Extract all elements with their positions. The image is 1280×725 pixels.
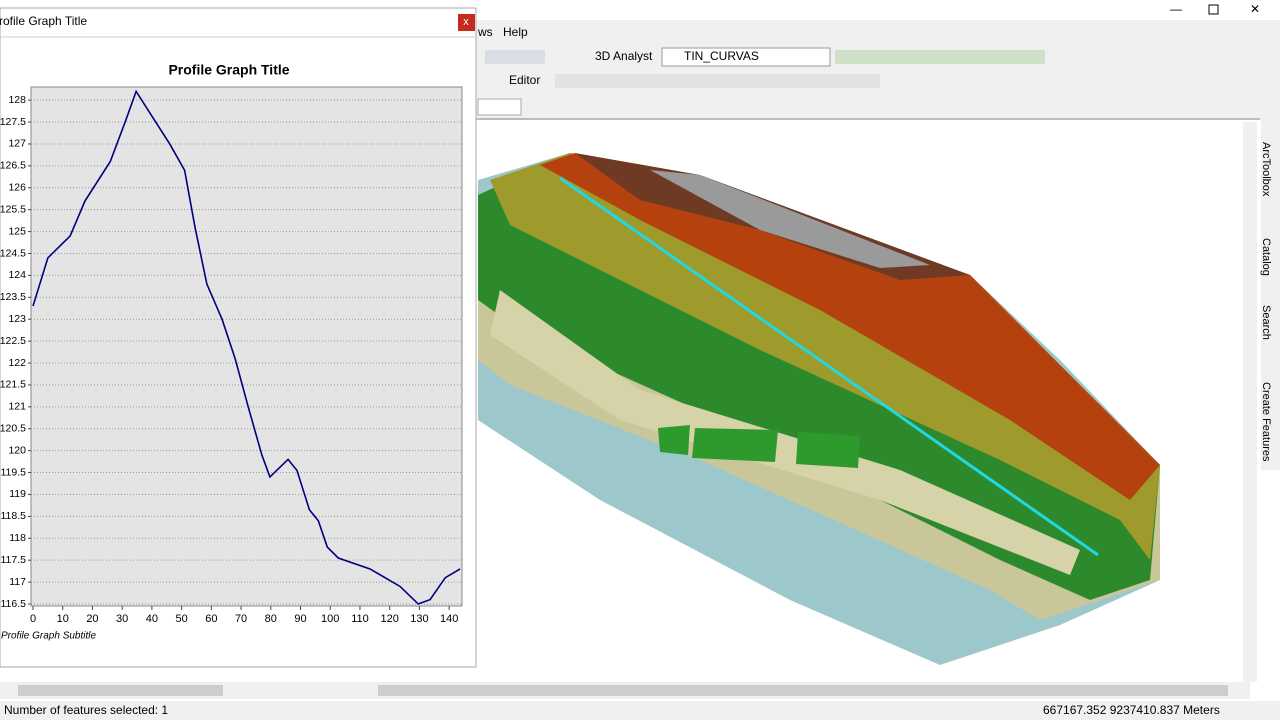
y-tick-label: 124.5 bbox=[0, 247, 26, 259]
y-tick-label: 118.5 bbox=[1, 510, 27, 522]
scroll-thumb[interactable] bbox=[378, 685, 1228, 696]
terrain-band bbox=[490, 153, 1160, 560]
side-tabs bbox=[1261, 120, 1280, 470]
y-tick-label: 121.5 bbox=[0, 379, 26, 391]
map-view bbox=[478, 153, 1160, 665]
scroll-thumb[interactable] bbox=[18, 685, 223, 696]
layer-name: TIN_CURVAS bbox=[684, 49, 759, 63]
side-tab[interactable]: Create Features bbox=[1260, 382, 1272, 462]
y-tick-label: 125 bbox=[8, 225, 26, 237]
close-button[interactable] bbox=[458, 14, 475, 31]
x-tick-label: 50 bbox=[175, 613, 187, 625]
input-box[interactable] bbox=[477, 98, 522, 116]
x-tick-label: 20 bbox=[86, 613, 98, 625]
x-tick-label: 30 bbox=[116, 613, 128, 625]
y-tick-label: 123.5 bbox=[0, 291, 26, 303]
y-tick-label: 118 bbox=[9, 532, 26, 544]
y-tick-label: 119 bbox=[9, 488, 26, 500]
minimize[interactable]: — bbox=[1170, 2, 1182, 16]
close-app[interactable]: ✕ bbox=[1250, 2, 1260, 16]
toolbar-area bbox=[476, 20, 1280, 120]
y-tick-label: 122.5 bbox=[0, 335, 26, 347]
x-tick-label: 90 bbox=[294, 613, 306, 625]
toolbar-button[interactable]: 3D Analyst bbox=[595, 49, 653, 63]
y-tick-label: 126 bbox=[8, 182, 26, 194]
y-tick-label: 117.5 bbox=[1, 554, 27, 566]
y-tick-label: 117 bbox=[9, 576, 26, 588]
y-tick-label: 127 bbox=[8, 138, 26, 150]
status-bar bbox=[0, 701, 1280, 720]
toolbar-icons[interactable] bbox=[485, 50, 545, 64]
y-tick-label: 120.5 bbox=[0, 423, 26, 435]
terrain-block bbox=[658, 425, 690, 455]
y-tick-label: 124 bbox=[8, 269, 26, 281]
side-tab[interactable]: Search bbox=[1260, 305, 1272, 340]
chart-subtitle: Profile Graph Subtitle bbox=[1, 631, 96, 642]
menu-item[interactable]: Help bbox=[503, 25, 528, 39]
chart: 116.5 117 117.5 118 118.5 119 119.5 120 120.5 121… bbox=[0, 89, 462, 625]
x-tick-label: 120 bbox=[381, 613, 399, 625]
profile-line bbox=[32, 89, 461, 605]
y-tick-label: 120 bbox=[8, 444, 26, 456]
y-tick-label: 122 bbox=[8, 357, 26, 369]
y-tick-label: 119.5 bbox=[1, 466, 27, 478]
x-tick-label: 0 bbox=[30, 613, 36, 625]
side-tab[interactable]: ArcToolbox bbox=[1260, 142, 1272, 197]
terrain-block bbox=[796, 432, 860, 468]
chart-title: Profile Graph Title bbox=[168, 62, 289, 78]
terrain-band bbox=[540, 153, 1160, 500]
x-tick-label: 100 bbox=[321, 613, 339, 625]
layer-dropdown[interactable] bbox=[661, 47, 831, 67]
x-tick-label: 140 bbox=[440, 613, 458, 625]
y-tick-label: 128 bbox=[8, 94, 26, 106]
terrain-block bbox=[692, 428, 778, 462]
x-tick-label: 130 bbox=[410, 613, 428, 625]
menu-item[interactable]: ws bbox=[477, 25, 493, 39]
x-tick-label: 80 bbox=[265, 613, 277, 625]
y-tick-label: 121 bbox=[8, 401, 26, 413]
y-tick-label: 126.5 bbox=[0, 160, 26, 172]
plot-area bbox=[30, 86, 463, 607]
y-tick-label: 116.5 bbox=[1, 598, 27, 610]
toolbar-icons[interactable] bbox=[835, 50, 1045, 64]
close-label[interactable]: x bbox=[463, 16, 469, 28]
scrollbar[interactable] bbox=[1243, 122, 1257, 682]
terrain-band bbox=[650, 170, 930, 268]
x-tick-label: 40 bbox=[146, 613, 158, 625]
x-tick-label: 110 bbox=[351, 613, 369, 625]
x-tick-label: 60 bbox=[205, 613, 217, 625]
x-tick-label: 10 bbox=[57, 613, 69, 625]
toolbar-button[interactable]: Editor bbox=[509, 73, 540, 87]
terrain-band bbox=[490, 290, 1080, 575]
editor-icons bbox=[555, 74, 880, 88]
window-title: Profile Graph Title bbox=[0, 14, 87, 28]
status-coordinates: 667167.352 9237410.837 Meters bbox=[1043, 703, 1220, 717]
restore[interactable] bbox=[1208, 4, 1219, 15]
x-tick-label: 70 bbox=[235, 613, 247, 625]
status-selection: Number of features selected: 1 bbox=[4, 703, 168, 717]
y-tick-label: 125.5 bbox=[0, 203, 26, 215]
profile-line bbox=[559, 176, 1099, 557]
y-tick-label: 127.5 bbox=[0, 116, 26, 128]
y-tick-label: 123 bbox=[8, 313, 26, 325]
side-tab[interactable]: Catalog bbox=[1260, 238, 1272, 276]
